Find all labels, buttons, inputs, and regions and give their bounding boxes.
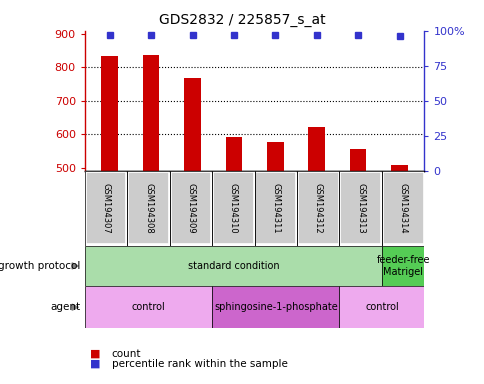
Bar bbox=[85, 286, 212, 328]
Bar bbox=[391, 165, 407, 171]
Bar bbox=[86, 172, 126, 244]
Bar bbox=[267, 142, 283, 171]
Text: ■: ■ bbox=[90, 359, 100, 369]
Text: control: control bbox=[364, 302, 398, 312]
Text: GSM194309: GSM194309 bbox=[186, 183, 195, 233]
Text: sphingosine-1-phosphate: sphingosine-1-phosphate bbox=[213, 302, 337, 312]
Bar bbox=[349, 149, 365, 171]
Bar bbox=[128, 172, 168, 244]
Bar bbox=[308, 127, 324, 171]
Text: percentile rank within the sample: percentile rank within the sample bbox=[111, 359, 287, 369]
Text: ■: ■ bbox=[90, 349, 100, 359]
Bar bbox=[339, 286, 424, 328]
Text: count: count bbox=[111, 349, 141, 359]
Text: growth protocol: growth protocol bbox=[0, 261, 80, 271]
Text: GSM194312: GSM194312 bbox=[313, 183, 322, 233]
Bar bbox=[143, 55, 159, 171]
Text: GSM194308: GSM194308 bbox=[144, 183, 153, 234]
Text: control: control bbox=[131, 302, 165, 312]
Text: GSM194310: GSM194310 bbox=[228, 183, 238, 233]
Bar bbox=[382, 172, 423, 244]
Text: GSM194313: GSM194313 bbox=[355, 183, 364, 234]
Text: feeder-free
Matrigel: feeder-free Matrigel bbox=[376, 255, 429, 277]
Bar bbox=[212, 172, 253, 244]
Bar bbox=[101, 56, 118, 171]
Text: GSM194307: GSM194307 bbox=[101, 183, 110, 234]
Bar bbox=[255, 172, 296, 244]
Text: GDS2832 / 225857_s_at: GDS2832 / 225857_s_at bbox=[159, 13, 325, 27]
Bar bbox=[212, 286, 339, 328]
Bar bbox=[184, 78, 200, 171]
Text: GSM194311: GSM194311 bbox=[271, 183, 280, 233]
Bar bbox=[297, 172, 338, 244]
Bar bbox=[340, 172, 380, 244]
Text: GSM194314: GSM194314 bbox=[398, 183, 407, 233]
Bar bbox=[381, 246, 424, 286]
Text: standard condition: standard condition bbox=[187, 261, 279, 271]
Bar bbox=[225, 136, 242, 171]
Text: agent: agent bbox=[50, 302, 80, 312]
Bar bbox=[85, 246, 381, 286]
Bar bbox=[170, 172, 211, 244]
